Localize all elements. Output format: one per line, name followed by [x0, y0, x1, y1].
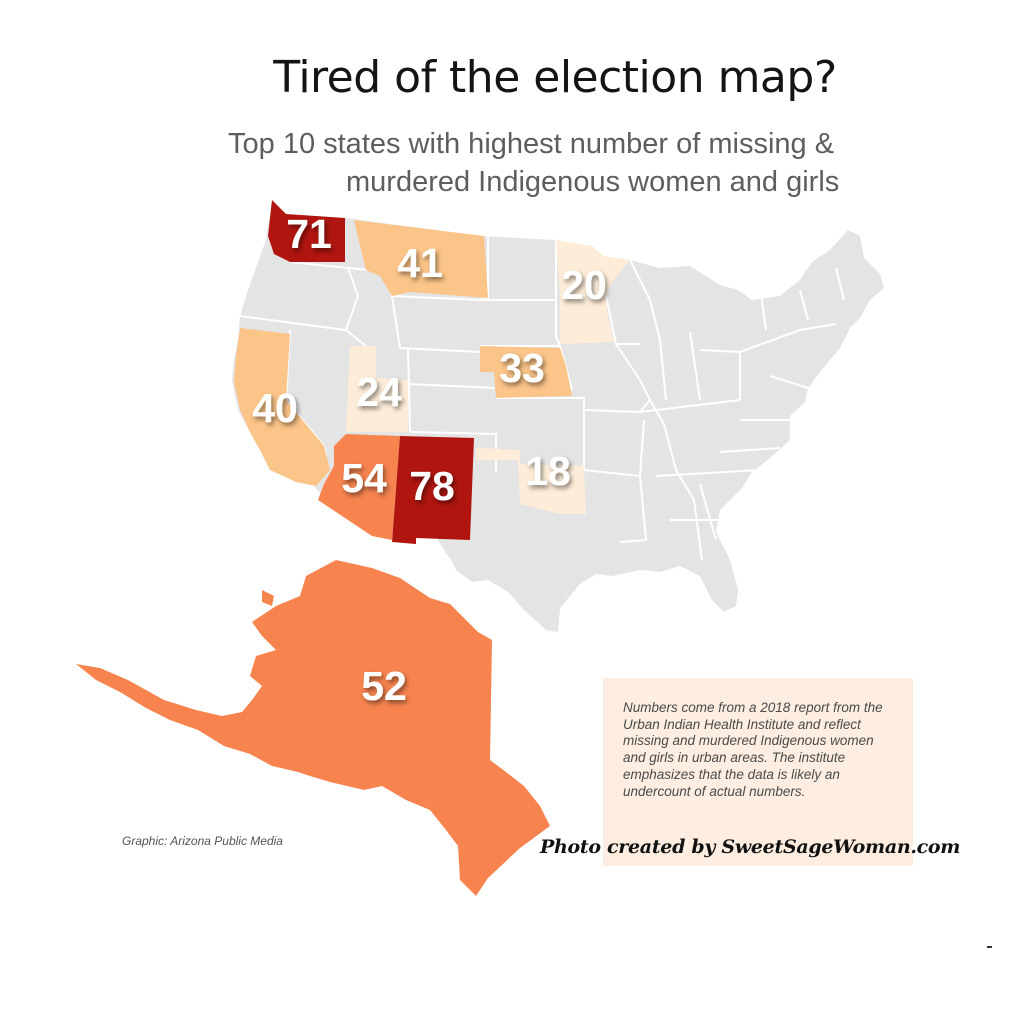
state-washington: [268, 200, 345, 262]
value-label-oklahoma: 18: [525, 448, 571, 494]
value-label-washington: 71: [286, 211, 332, 257]
alaska-island: [262, 590, 274, 606]
source-note: Numbers come from a 2018 report from the…: [603, 678, 913, 866]
state-nebraska: [480, 346, 572, 398]
photo-watermark: Photo created by SweetSageWoman.com: [540, 836, 961, 858]
state-arizona: [318, 434, 400, 540]
state-alaska: [76, 560, 550, 896]
value-label-montana: 41: [397, 240, 443, 286]
subtitle-line-2: murdered Indigenous women and girls: [346, 166, 840, 198]
state-values: 71 41 20 33 24 40 54 78 18 52: [252, 211, 607, 709]
subtitle-line-1: Top 10 states with highest number of mis…: [228, 128, 835, 160]
state-california: [234, 328, 330, 486]
state-montana: [354, 220, 488, 298]
value-label-minnesota: 20: [561, 262, 607, 308]
state-minnesota: [556, 240, 630, 344]
state-new-mexico: [392, 436, 474, 544]
graphic-credit: Graphic: Arizona Public Media: [122, 834, 283, 848]
highlighted-states: [76, 200, 630, 896]
page-title: Tired of the election map?: [273, 52, 837, 103]
state-utah: [346, 346, 408, 432]
stray-mark: [987, 946, 992, 948]
state-oklahoma: [476, 448, 586, 514]
value-label-arizona: 54: [341, 455, 387, 501]
value-label-new-mexico: 78: [409, 463, 455, 509]
alaska-island: [300, 748, 330, 768]
value-label-utah: 24: [356, 369, 402, 415]
value-label-alaska: 52: [361, 663, 407, 709]
value-label-california: 40: [252, 385, 298, 431]
value-label-nebraska: 33: [499, 345, 545, 391]
